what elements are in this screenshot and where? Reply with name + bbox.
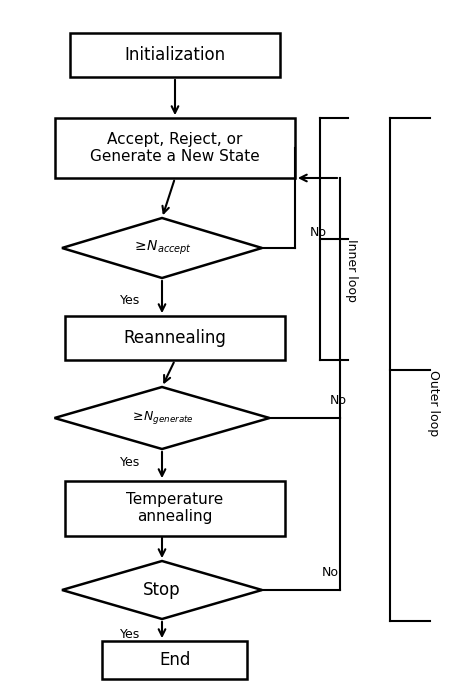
Text: Inner loop: Inner loop [346, 239, 358, 302]
Bar [55, 118, 295, 178]
Text: $\geq\!N_{generate}$: $\geq\!N_{generate}$ [130, 409, 194, 427]
Polygon shape [62, 218, 262, 278]
Text: No: No [330, 394, 347, 407]
Text: $\geq\!N_{accept}$: $\geq\!N_{accept}$ [132, 239, 192, 257]
Text: Yes: Yes [120, 629, 140, 641]
Text: No: No [322, 566, 339, 579]
Text: Accept, Reject, or
Generate a New State: Accept, Reject, or Generate a New State [90, 132, 260, 164]
Text: Outer loop: Outer loop [428, 369, 440, 436]
Bar [70, 33, 280, 77]
Text: Temperature
annealing: Temperature annealing [127, 492, 224, 524]
Polygon shape [55, 387, 270, 449]
Text: End: End [159, 651, 191, 669]
Bar [102, 641, 247, 679]
Text: Yes: Yes [120, 455, 140, 469]
Text: No: No [310, 226, 327, 239]
Text: Reannealing: Reannealing [124, 329, 227, 347]
Polygon shape [62, 561, 262, 619]
Bar [65, 316, 285, 360]
Text: Initialization: Initialization [125, 46, 226, 64]
Text: Yes: Yes [120, 294, 140, 306]
Bar [65, 480, 285, 535]
Text: Stop: Stop [143, 581, 181, 599]
